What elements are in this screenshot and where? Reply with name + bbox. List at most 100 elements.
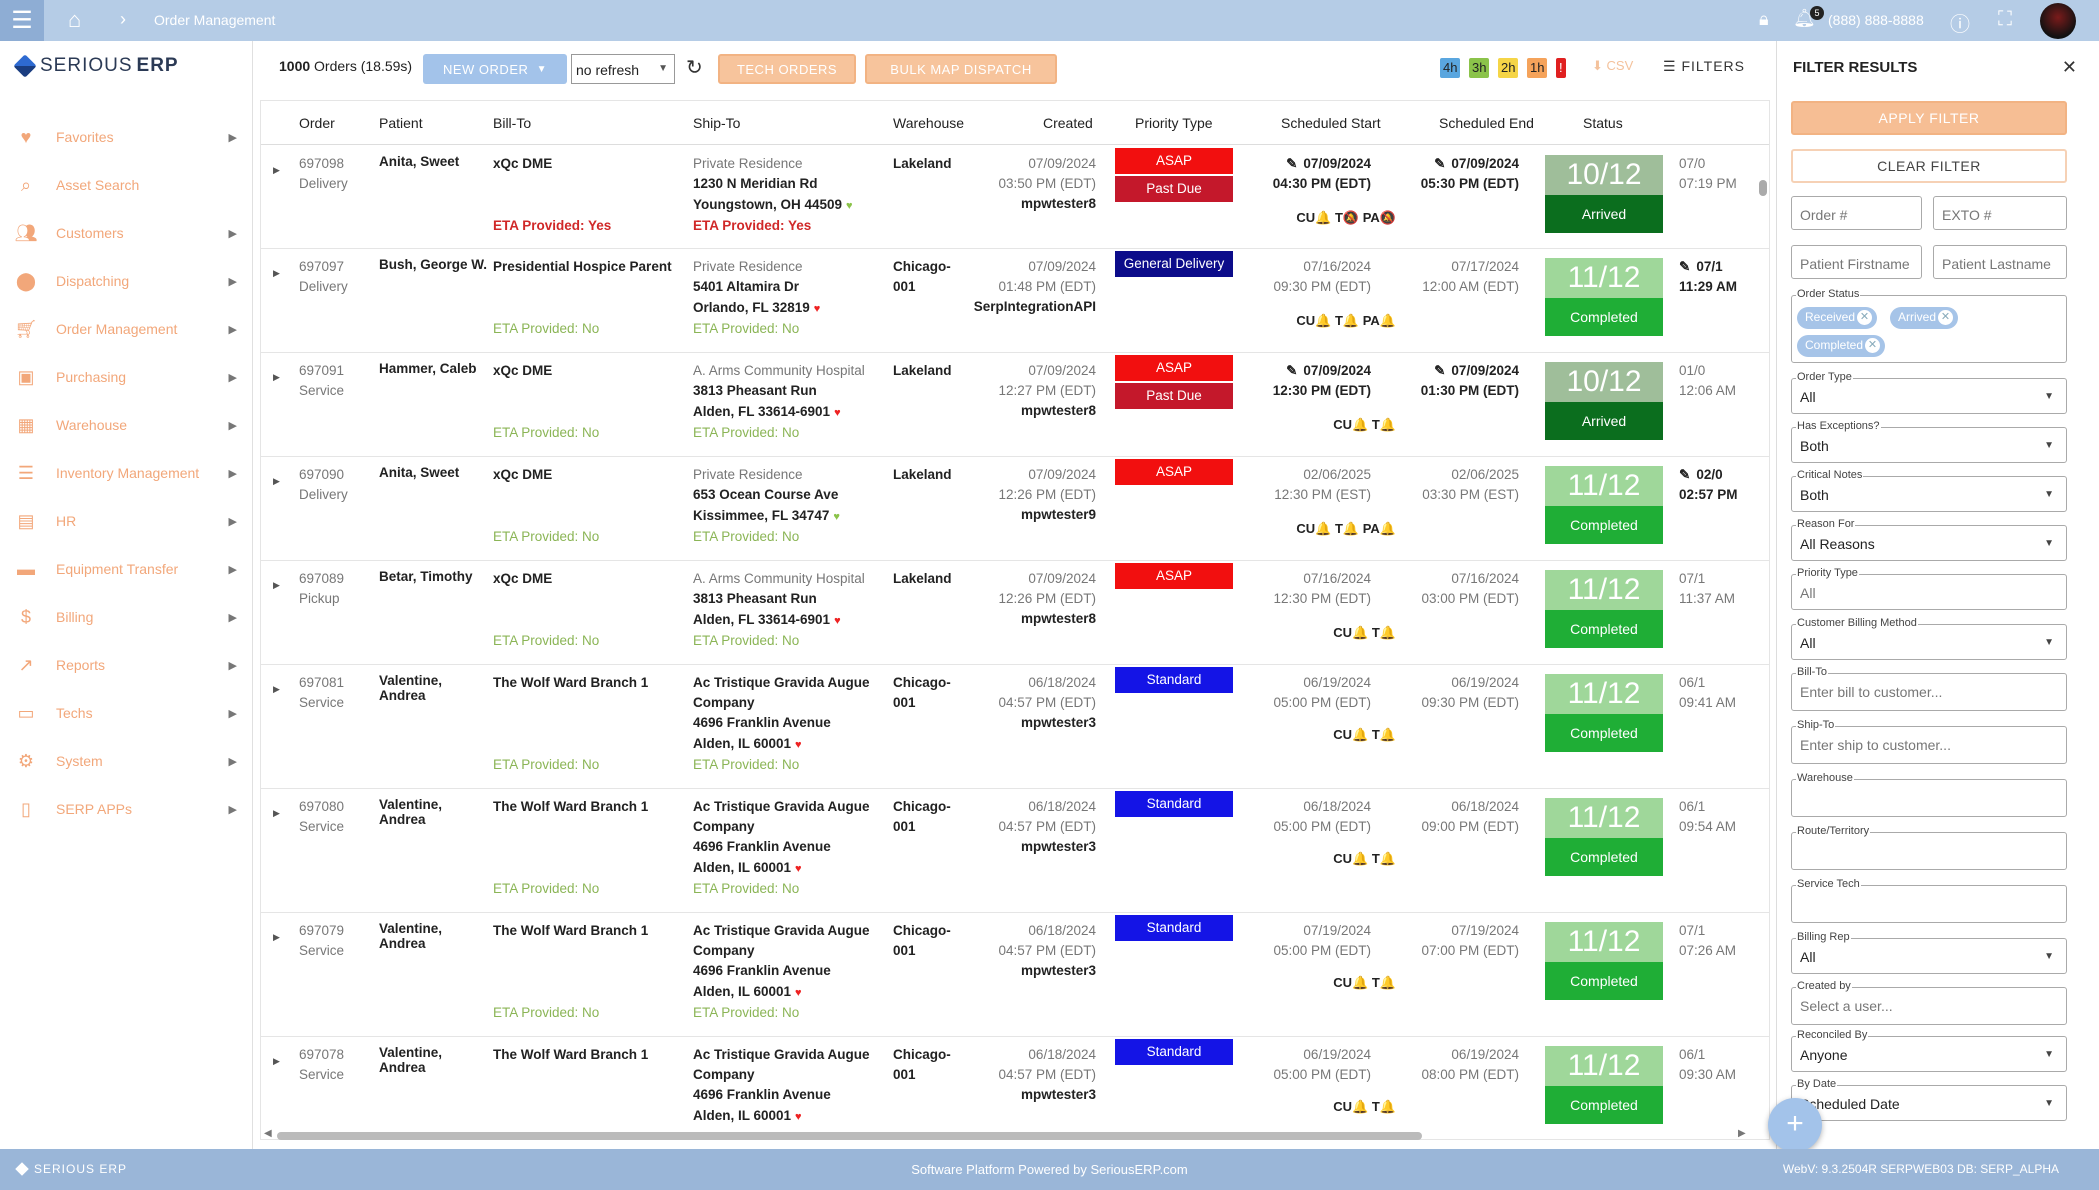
horizontal-scrollbar[interactable] [277, 1132, 1422, 1140]
scheduled-start[interactable]: ✎ 07/09/2024 [1251, 154, 1371, 174]
table-row[interactable]: ▶ 697091 Service Hammer, Caleb xQc DME A. Arm… [261, 353, 1769, 457]
scheduled-start[interactable]: 06/19/2024 [1251, 673, 1371, 693]
scheduled-end[interactable]: 06/18/2024 [1399, 797, 1519, 817]
priority-type[interactable]: General Delivery [1115, 251, 1233, 277]
chip-remove-icon[interactable]: ✕ [1857, 310, 1873, 325]
scheduled-end[interactable]: 06/19/2024 [1399, 1045, 1519, 1065]
avatar[interactable] [2040, 3, 2076, 39]
map-pin-icon[interactable]: ♥ [834, 615, 841, 627]
expand-caret-icon[interactable]: ▶ [273, 684, 280, 694]
chip-remove-icon[interactable]: ✕ [1938, 310, 1954, 325]
bill-to[interactable]: Presidential Hospice Parent [493, 259, 672, 274]
reason-for-select[interactable]: Reason For All Reasons ▼ [1791, 518, 2067, 561]
bill-to[interactable]: The Wolf Ward Branch 1 [493, 1047, 649, 1062]
patient-name[interactable]: Valentine, Andrea [379, 921, 443, 951]
scheduled-end[interactable]: ✎ 07/09/2024 [1399, 154, 1519, 174]
sidebar-item-favorites[interactable]: ♥ Favorites ▶ [0, 113, 253, 161]
notification-flags[interactable]: CU🔔 T🔔 PA🔔 [1296, 521, 1396, 536]
csv-export[interactable]: ⬇ CSV [1592, 58, 1633, 74]
column-header-warehouse[interactable]: Warehouse [893, 115, 965, 131]
scheduled-start[interactable]: 02/06/2025 [1251, 465, 1371, 485]
order-number[interactable]: 697091 [299, 363, 345, 378]
expand-caret-icon[interactable]: ▶ [273, 476, 280, 486]
priority-badge-1[interactable]: 4h [1440, 58, 1461, 78]
ship-to-input[interactable]: Ship-To Enter ship to customer... [1791, 719, 2067, 764]
order-number[interactable]: 697079 [299, 923, 345, 938]
map-pin-icon[interactable]: ♥ [834, 407, 841, 419]
notification-flags[interactable]: CU🔔 T🔕 PA🔕 [1296, 210, 1396, 225]
close-icon[interactable]: ✕ [2061, 57, 2077, 77]
status-badge[interactable]: 11/12 Completed [1545, 570, 1663, 650]
scheduled-start[interactable]: 07/16/2024 [1251, 257, 1371, 277]
priority-type[interactable]: ASAP [1115, 148, 1233, 174]
scheduled-start[interactable]: 07/19/2024 [1251, 921, 1371, 941]
edit-pencil-icon[interactable]: ✎ [1434, 156, 1446, 171]
priority-type[interactable]: Standard [1115, 1039, 1233, 1065]
table-row[interactable]: ▶ 697081 Service Valentine, Andrea The Wolf … [261, 665, 1769, 789]
notification-flags[interactable]: CU🔔 T🔔 [1333, 625, 1396, 640]
patient-name[interactable]: Betar, Timothy [379, 569, 473, 584]
notification-flags[interactable]: CU🔔 T🔔 [1333, 417, 1396, 432]
home-icon[interactable]: ⌂ [68, 7, 82, 32]
ship-to-name[interactable]: Ac Tristique Gravida Augue Company [693, 675, 870, 710]
priority-type-select[interactable]: Priority Type All [1791, 567, 2067, 610]
order-number[interactable]: 697089 [299, 571, 345, 586]
priority-badge-3[interactable]: 2h [1498, 58, 1519, 78]
map-pin-icon[interactable]: ♥ [795, 1111, 802, 1123]
scheduled-end[interactable]: 07/17/2024 [1399, 257, 1519, 277]
sidebar-item-asset-search[interactable]: ⌕ Asset Search [0, 161, 253, 209]
priority-badge-2[interactable]: 3h [1469, 58, 1490, 78]
map-pin-icon[interactable]: ♥ [795, 863, 802, 875]
patient-name[interactable]: Valentine, Andrea [379, 673, 443, 703]
priority-type[interactable]: Standard [1115, 791, 1233, 817]
chip-remove-icon[interactable]: ✕ [1865, 338, 1881, 353]
footer-powered-by[interactable]: Software Platform Powered by SeriousERP.… [911, 1162, 1188, 1177]
column-header-patient[interactable]: Patient [379, 115, 423, 131]
order-number[interactable]: 697081 [299, 675, 345, 690]
created-by-input[interactable]: Created by Select a user... [1791, 980, 2067, 1025]
scroll-right-icon[interactable]: ▶ [1738, 1128, 1746, 1139]
order-number[interactable]: 697097 [299, 259, 345, 274]
scheduled-start[interactable]: 06/18/2024 [1251, 797, 1371, 817]
patient-name[interactable]: Hammer, Caleb [379, 361, 477, 376]
patient-lastname-input[interactable]: Patient Lastname [1933, 245, 2067, 279]
patient-name[interactable]: Anita, Sweet [379, 154, 460, 169]
patient-name[interactable]: Valentine, Andrea [379, 797, 443, 827]
ship-to-name[interactable]: Private Residence [693, 259, 803, 274]
order-type-select[interactable]: Order Type All ▼ [1791, 371, 2067, 414]
clear-filter-button[interactable]: CLEAR FILTER [1791, 149, 2067, 183]
table-row[interactable]: ▶ 697078 Service Valentine, Andrea The Wolf … [261, 1037, 1769, 1139]
table-row[interactable]: ▶ 697090 Delivery Anita, Sweet xQc DME Privat… [261, 457, 1769, 561]
route-input[interactable]: Route/Territory [1791, 825, 2067, 870]
sidebar-item-system[interactable]: ⚙ System ▶ [0, 737, 253, 785]
edit-pencil-icon[interactable]: ✎ [1679, 259, 1691, 274]
bill-to[interactable]: The Wolf Ward Branch 1 [493, 923, 649, 938]
status-badge[interactable]: 11/12 Completed [1545, 674, 1663, 754]
expand-caret-icon[interactable]: ▶ [273, 165, 280, 175]
map-pin-icon[interactable]: ♥ [813, 303, 821, 315]
chip-completed[interactable]: Completed ✕ [1797, 335, 1886, 357]
sidebar-item-customers[interactable]: 👥︎ Customers ▶ [0, 209, 253, 257]
priority-type[interactable]: ASAP [1115, 563, 1233, 589]
billing-rep-select[interactable]: Billing Rep All ▼ [1791, 931, 2067, 974]
bill-to-input[interactable]: Bill-To Enter bill to customer... [1791, 666, 2067, 711]
ship-to-name[interactable]: A. Arms Community Hospital [693, 571, 865, 586]
column-header-status[interactable]: Status [1583, 115, 1623, 131]
breadcrumb[interactable]: Order Management [154, 12, 276, 28]
scheduled-end[interactable]: 07/19/2024 [1399, 921, 1519, 941]
priority-type[interactable]: Standard [1115, 915, 1233, 941]
column-header-order[interactable]: Order [299, 115, 335, 131]
patient-name[interactable]: Valentine, Andrea [379, 1045, 443, 1075]
notification-flags[interactable]: CU🔔 T🔔 PA🔔 [1296, 313, 1396, 328]
order-number[interactable]: 697080 [299, 799, 345, 814]
edit-pencil-icon[interactable]: ✎ [1286, 363, 1298, 378]
order-number-input[interactable]: Order # [1791, 196, 1922, 230]
edit-pencil-icon[interactable]: ✎ [1679, 467, 1691, 482]
order-number[interactable]: 697098 [299, 156, 345, 171]
status-badge[interactable]: 11/12 Completed [1545, 1046, 1663, 1126]
scheduled-start[interactable]: 07/16/2024 [1251, 569, 1371, 589]
bill-to[interactable]: xQc DME [493, 571, 553, 586]
sidebar-item-billing[interactable]: $ Billing ▶ [0, 593, 253, 641]
new-order-button[interactable]: NEW ORDER ▼ [423, 54, 567, 84]
has-exceptions-select[interactable]: Has Exceptions? Both ▼ [1791, 420, 2067, 463]
